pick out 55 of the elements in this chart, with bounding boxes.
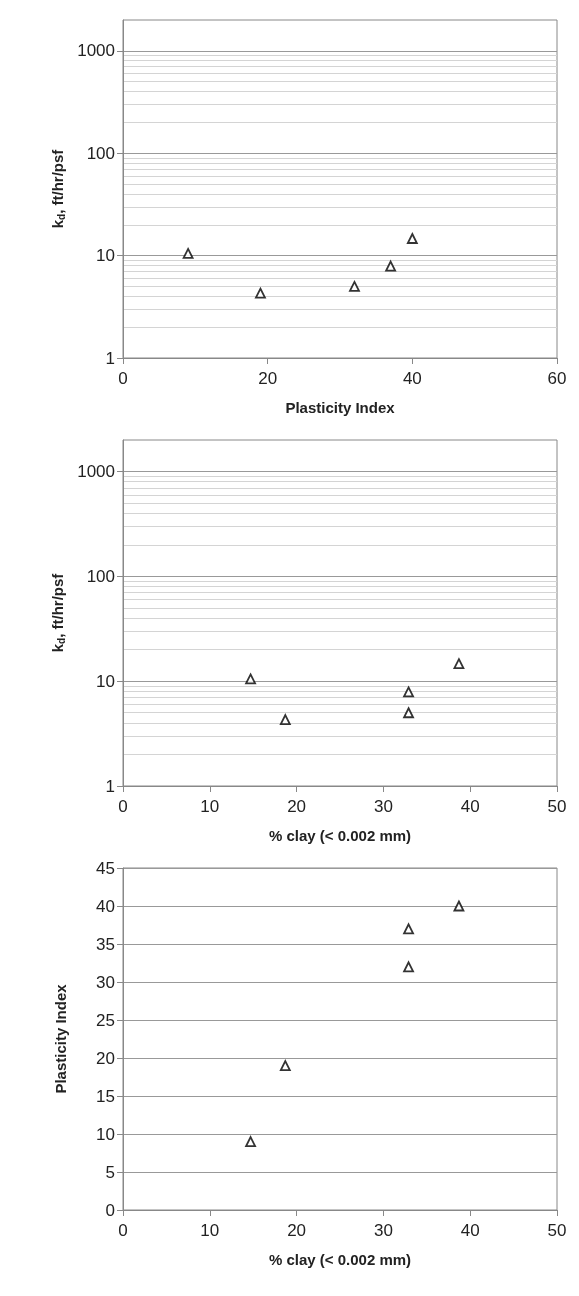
y-axis-title: kd, ft/hr/psf <box>48 148 67 229</box>
x-tick-label: 0 <box>118 797 128 816</box>
point <box>385 260 397 272</box>
x-tick-label: 40 <box>460 797 480 816</box>
y-tick-label: 1000 <box>77 462 115 482</box>
x-tick-label: 20 <box>287 797 307 816</box>
point <box>453 658 465 670</box>
y-tick-label: 100 <box>86 566 115 586</box>
y-tick-label: 40 <box>96 896 115 916</box>
y-tick-label: 10 <box>96 246 115 266</box>
y-tick-label: 0 <box>105 1200 115 1220</box>
y-tick-label: 30 <box>96 972 115 992</box>
point <box>453 900 465 912</box>
point <box>279 1060 291 1071</box>
y-tick-label: 25 <box>96 1010 115 1030</box>
x-tick-label: 50 <box>547 797 567 816</box>
y-tick-label: 15 <box>96 1086 115 1106</box>
y-tick-label: 35 <box>96 934 115 954</box>
point <box>255 287 266 299</box>
y-axis-title: kd, ft/hr/psf <box>48 572 67 653</box>
x-tick-label: 50 <box>547 1221 567 1240</box>
point <box>403 707 414 719</box>
x-axis-title: % clay (< 0.002 mm) <box>268 1251 412 1268</box>
x-tick-label: 30 <box>373 1221 393 1240</box>
x-tick-label: 10 <box>200 797 220 816</box>
x-tick-label: 60 <box>547 369 567 388</box>
y-tick-label: 10 <box>96 1124 115 1144</box>
y-tick-label: 1000 <box>77 41 115 61</box>
x-tick-label: 10 <box>200 1221 220 1240</box>
y-tick-label: 1 <box>105 348 115 368</box>
point <box>182 248 194 259</box>
x-tick-label: 20 <box>258 369 278 388</box>
point <box>245 673 256 685</box>
y-tick-label: 10 <box>96 671 115 691</box>
x-tick-label: 30 <box>373 797 393 816</box>
y-axis-title: Plasticity Index <box>52 983 69 1094</box>
point <box>279 714 291 725</box>
x-tick-label: 0 <box>118 369 128 388</box>
x-tick-label: 40 <box>460 1221 480 1240</box>
point <box>349 281 360 292</box>
point <box>245 1136 256 1147</box>
y-tick-label: 45 <box>96 858 115 878</box>
x-tick-label: 20 <box>287 1221 307 1240</box>
x-axis-title: % clay (< 0.002 mm) <box>268 827 412 844</box>
x-tick-label: 0 <box>118 1221 128 1240</box>
y-tick-label: 5 <box>105 1162 115 1182</box>
x-axis-title: Plasticity Index <box>285 399 396 416</box>
y-tick-label: 100 <box>86 143 115 163</box>
point <box>403 686 414 698</box>
point <box>406 233 418 244</box>
point <box>403 961 414 973</box>
x-tick-label: 40 <box>402 369 422 388</box>
y-tick-label: 20 <box>96 1048 115 1068</box>
y-tick-label: 1 <box>105 776 115 796</box>
point <box>403 923 414 935</box>
